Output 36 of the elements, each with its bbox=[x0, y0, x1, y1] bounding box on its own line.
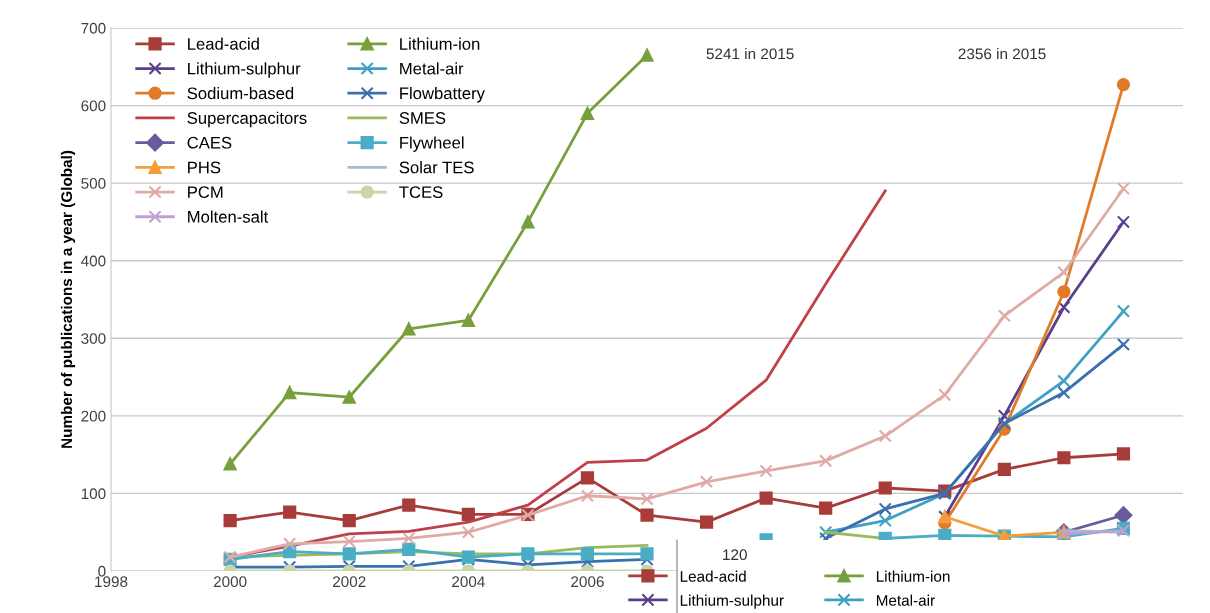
y-tick-label: 600 bbox=[81, 100, 106, 112]
y-tick-label: 0 bbox=[98, 565, 106, 577]
legend-label: Flowbattery bbox=[400, 86, 485, 103]
annotation: 120 bbox=[723, 549, 747, 561]
legend-label: Lithium-sulphur bbox=[188, 62, 301, 78]
y-tick-label: 500 bbox=[81, 178, 106, 189]
x-tick-label: 2004 bbox=[452, 576, 485, 588]
legend-label: Lithium-ion bbox=[876, 570, 950, 582]
y-tick-label: 200 bbox=[81, 410, 106, 422]
x-tick-label: 2002 bbox=[333, 576, 366, 588]
legend-label: Molten-salt bbox=[188, 210, 269, 223]
y-tick-label: 100 bbox=[81, 488, 106, 500]
x-tick-label: 2006 bbox=[571, 576, 604, 588]
annotation: 5241 in 2015 bbox=[706, 48, 794, 60]
legend-label: PHS bbox=[188, 161, 221, 174]
y-axis-title: Number of publications in a year (Global) bbox=[60, 150, 76, 448]
x-tick-label: 2000 bbox=[213, 576, 247, 588]
legend-label: Lithium-sulphur bbox=[680, 594, 784, 609]
legend-label: Metal-air bbox=[876, 594, 935, 606]
legend-label: PCM bbox=[188, 186, 223, 199]
legend-label: Solar TES bbox=[399, 161, 474, 174]
legend-label: Lead-acid bbox=[188, 37, 259, 50]
x-tick-label: 1998 bbox=[95, 576, 128, 588]
legend-label: Supercapacitors bbox=[187, 111, 307, 128]
legend-label: Flywheel bbox=[400, 136, 464, 152]
legend-label: Metal-air bbox=[400, 62, 464, 75]
legend-label: Sodium-based bbox=[187, 86, 294, 100]
legend-label: Lead-acid bbox=[680, 570, 746, 582]
y-tick-label: 300 bbox=[81, 333, 106, 344]
annotation: 2356 in 2015 bbox=[958, 48, 1046, 60]
legend-label: SMES bbox=[399, 112, 446, 124]
y-tick-label: 700 bbox=[81, 22, 106, 34]
legend-label: TCES bbox=[399, 186, 443, 199]
legend-label: CAES bbox=[187, 136, 232, 149]
legend-label: Lithium-ion bbox=[400, 37, 480, 50]
y-tick-label: 400 bbox=[81, 255, 106, 267]
